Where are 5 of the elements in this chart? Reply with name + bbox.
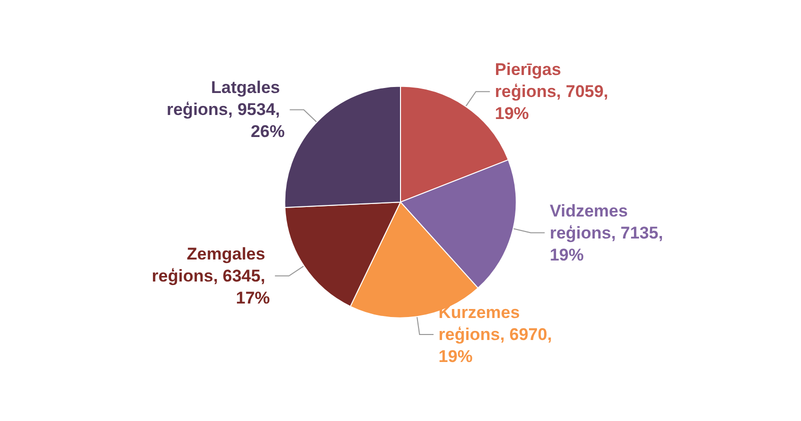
slice-label: Vidzemes reģions, 7135, 19% (550, 201, 668, 264)
slice-label: Zemgales reģions, 6345, 17% (152, 244, 270, 308)
slice-label: Latgales reģions, 9534, 26% (166, 78, 285, 142)
slice-label: Kurzemes reģions, 6970, 19% (438, 302, 557, 366)
slice-label: Pierīgas reģions, 7059, 19% (494, 60, 614, 124)
